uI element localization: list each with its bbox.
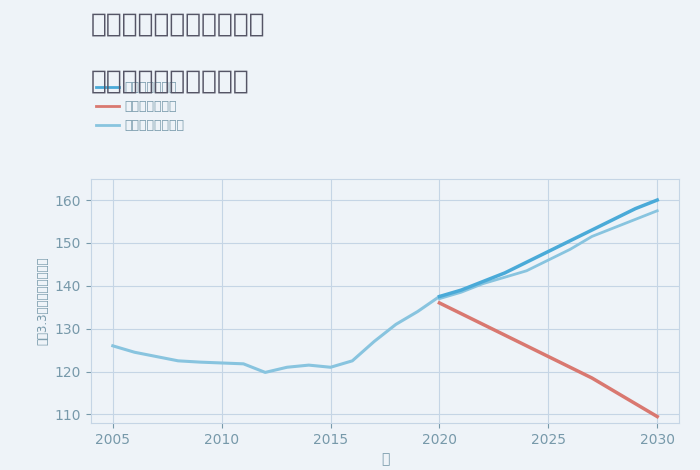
Y-axis label: 坪（3.3㎡）単価（万円）: 坪（3.3㎡）単価（万円） xyxy=(36,257,49,345)
X-axis label: 年: 年 xyxy=(381,452,389,466)
Legend: グッドシナリオ, バッドシナリオ, ノーマルシナリオ: グッドシナリオ, バッドシナリオ, ノーマルシナリオ xyxy=(91,76,190,137)
Text: 中古戸建ての価格推移: 中古戸建ての価格推移 xyxy=(91,68,250,94)
Text: 兵庫県西宮市今津巽町の: 兵庫県西宮市今津巽町の xyxy=(91,12,265,38)
